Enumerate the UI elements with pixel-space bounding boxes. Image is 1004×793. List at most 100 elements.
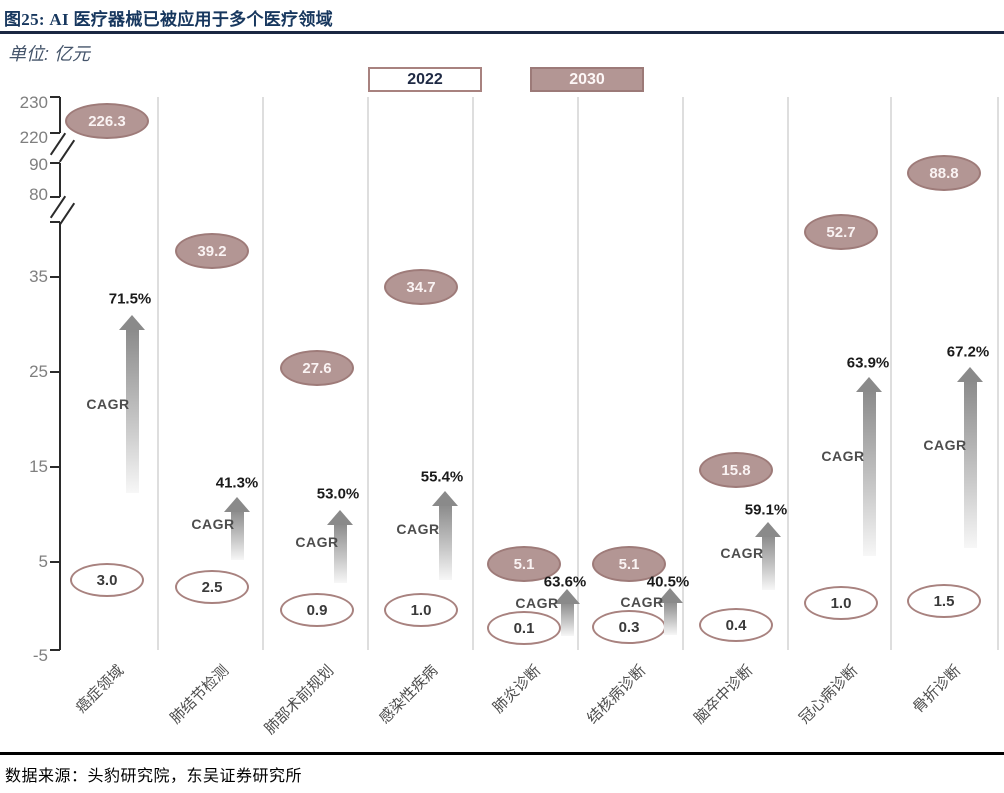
y-axis-tick — [50, 276, 60, 278]
cagr-arrow-head — [755, 522, 781, 537]
bubble-2030: 88.8 — [907, 155, 981, 191]
y-axis-tick — [50, 132, 60, 134]
figure-title: 图25: AI 医疗器械已被应用于多个医疗领域 — [4, 10, 333, 29]
cagr-arrow-head — [856, 377, 882, 392]
bubble-2030: 27.6 — [280, 350, 354, 386]
cagr-arrow-shaft — [561, 602, 574, 636]
cagr-arrow-head — [119, 315, 145, 330]
axis-break-slash — [58, 202, 76, 226]
cagr-label: CAGR — [923, 437, 967, 453]
category-gridline — [682, 97, 684, 650]
y-axis-tick — [50, 196, 60, 198]
cagr-percent-label: 40.5% — [646, 573, 690, 591]
bubble-2022: 0.9 — [280, 593, 354, 627]
cagr-arrow-shaft — [439, 504, 452, 580]
axis-break-slash — [58, 139, 76, 163]
bubble-2030: 39.2 — [175, 233, 249, 269]
bubble-2022: 3.0 — [70, 563, 144, 597]
bubble-2030: 15.8 — [699, 452, 773, 488]
category-gridline — [367, 97, 369, 650]
y-tick-label: -5 — [32, 646, 48, 665]
cagr-arrow-shaft — [664, 601, 677, 635]
cagr-label: CAGR — [515, 595, 559, 611]
bubble-2022: 2.5 — [175, 570, 249, 604]
cagr-label: CAGR — [821, 448, 865, 464]
cagr-arrow-head — [327, 510, 353, 525]
bubble-2030: 34.7 — [384, 269, 458, 305]
y-tick-label: 230 — [19, 93, 48, 112]
cagr-arrow-head — [957, 367, 983, 382]
category-gridline — [157, 97, 159, 650]
cagr-label: CAGR — [620, 594, 664, 610]
source-note: 数据来源：头豹研究院，东吴证券研究所 — [5, 768, 303, 785]
cagr-percent-label: 63.9% — [846, 354, 890, 372]
cagr-arrow-head — [432, 491, 458, 506]
y-tick-label: 220 — [19, 128, 48, 147]
cagr-percent-label: 63.6% — [543, 573, 587, 591]
cagr-percent-label: 59.1% — [744, 501, 788, 519]
y-axis-tick — [50, 162, 60, 164]
y-tick-label: 90 — [29, 155, 48, 174]
cagr-percent-label: 53.0% — [316, 485, 360, 503]
source-divider — [0, 752, 1004, 755]
bubble-2022: 1.0 — [804, 586, 878, 620]
cagr-percent-label: 55.4% — [420, 468, 464, 486]
category-gridline — [472, 97, 474, 650]
cagr-arrow-head — [657, 588, 683, 603]
category-label: 肺部术前规划 — [261, 662, 338, 738]
cagr-percent-label: 41.3% — [215, 474, 259, 492]
y-axis-tick — [50, 221, 60, 223]
category-label: 肺炎诊断 — [489, 662, 545, 717]
y-tick-label: 15 — [29, 457, 48, 476]
y-tick-label: 25 — [29, 362, 48, 381]
category-label: 结核病诊断 — [584, 662, 650, 728]
legend-2022-label: 2022 — [407, 70, 443, 88]
bubble-2030: 5.1 — [487, 546, 561, 582]
legend-2030-label: 2030 — [569, 70, 605, 88]
bubble-2022: 0.3 — [592, 610, 666, 644]
cagr-arrow-head — [554, 589, 580, 604]
title-divider — [0, 31, 1004, 34]
bubble-2022: 0.4 — [699, 608, 773, 642]
cagr-label: CAGR — [396, 521, 440, 537]
cagr-label: CAGR — [86, 396, 130, 412]
y-axis-segment — [59, 222, 61, 650]
category-gridline — [577, 97, 579, 650]
y-tick-label: 80 — [29, 185, 48, 204]
y-axis-segment — [59, 163, 61, 197]
category-label: 肺结节检测 — [167, 662, 233, 728]
category-label: 癌症领域 — [72, 662, 128, 717]
category-gridline — [787, 97, 789, 650]
y-tick-label: 5 — [38, 552, 48, 571]
y-axis-tick — [50, 466, 60, 468]
cagr-percent-label: 71.5% — [108, 290, 152, 308]
category-label: 感染性疾病 — [376, 662, 442, 728]
cagr-arrow-shaft — [863, 390, 876, 556]
y-axis-tick — [50, 96, 60, 98]
category-label: 脑卒中诊断 — [691, 662, 757, 728]
cagr-arrow-shaft — [964, 380, 977, 548]
bubble-2022: 1.5 — [907, 584, 981, 618]
category-gridline — [262, 97, 264, 650]
y-tick-label: 35 — [29, 267, 48, 286]
bubble-2022: 0.1 — [487, 611, 561, 645]
y-axis-tick — [50, 649, 60, 651]
bubble-2030: 226.3 — [65, 103, 149, 139]
legend-item-2030: 2030 — [530, 67, 644, 92]
cagr-label: CAGR — [295, 534, 339, 550]
cagr-label: CAGR — [720, 545, 764, 561]
legend-item-2022: 2022 — [368, 67, 482, 92]
bubble-2030: 5.1 — [592, 546, 666, 582]
cagr-label: CAGR — [191, 516, 235, 532]
category-label: 冠心病诊断 — [796, 662, 862, 728]
cagr-arrow-shaft — [231, 510, 244, 560]
bubble-2030: 52.7 — [804, 214, 878, 250]
y-axis-tick — [50, 371, 60, 373]
category-label: 骨折诊断 — [909, 662, 965, 717]
category-gridline — [890, 97, 892, 650]
bubble-2022: 1.0 — [384, 593, 458, 627]
cagr-percent-label: 67.2% — [946, 343, 990, 361]
cagr-arrow-head — [224, 497, 250, 512]
cagr-arrow-shaft — [762, 535, 775, 590]
